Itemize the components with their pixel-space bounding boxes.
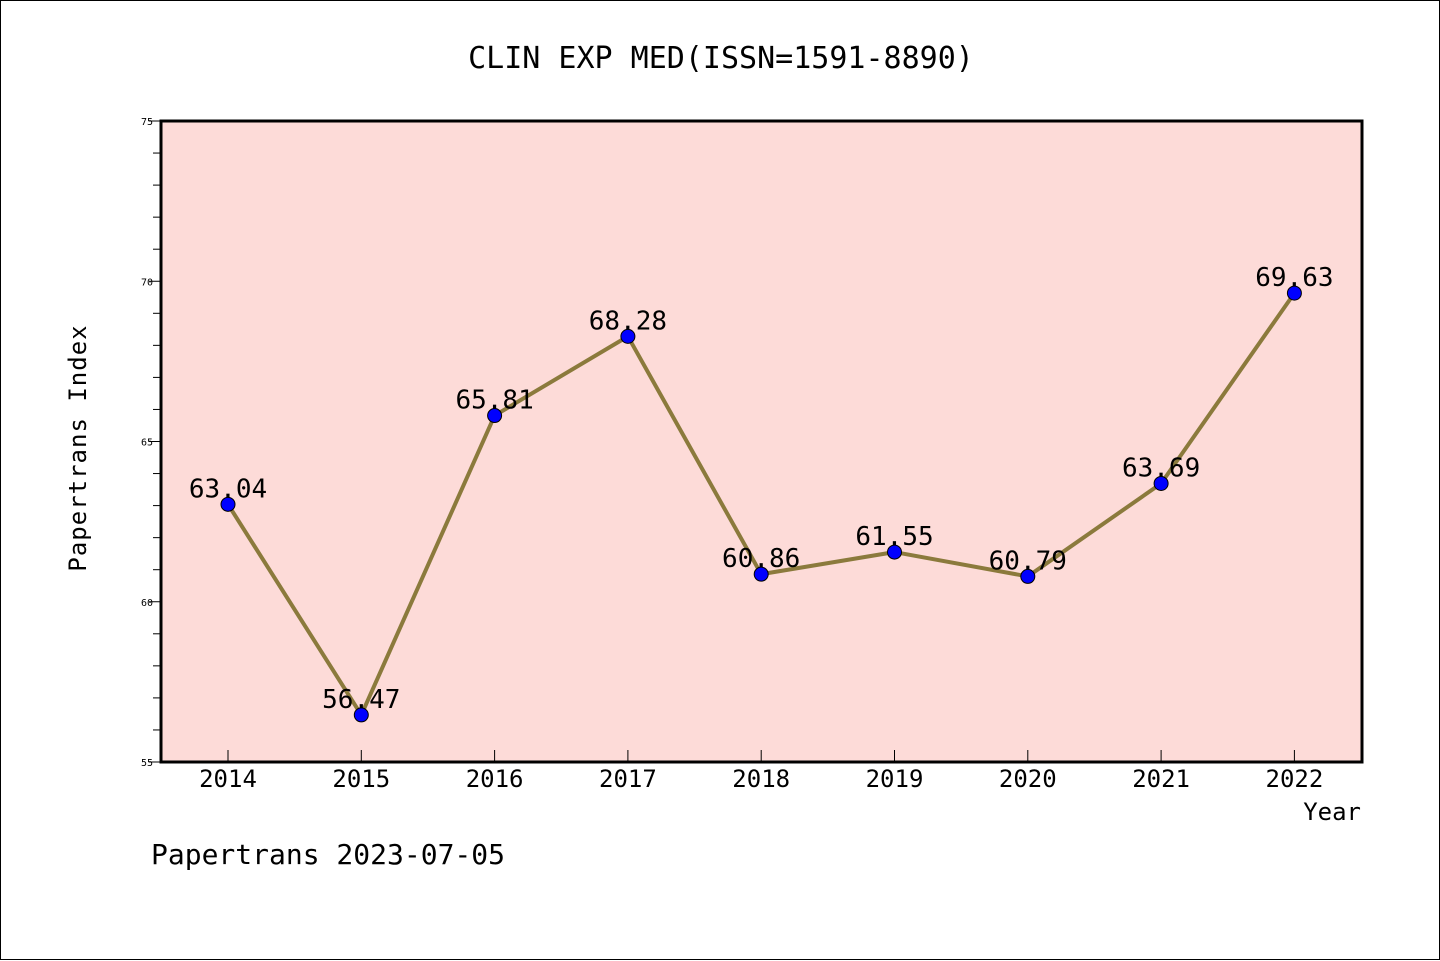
data-point bbox=[620, 328, 636, 344]
x-tick-label: 2021 bbox=[1132, 765, 1190, 793]
data-label: 56.47 bbox=[322, 685, 400, 715]
footer-text: Papertrans 2023-07-05 bbox=[151, 838, 505, 871]
x-tick-label: 2019 bbox=[866, 765, 924, 793]
data-label: 61.55 bbox=[855, 522, 933, 552]
data-label: 65.81 bbox=[455, 386, 533, 416]
x-tick-label: 2016 bbox=[466, 765, 524, 793]
x-axis: 2014 2015 2016 2017 2018 2019 2020 2021 2022 bbox=[199, 750, 1323, 793]
data-label: 69.63 bbox=[1255, 263, 1333, 293]
x-axis-label: Year bbox=[1303, 798, 1361, 826]
y-tick-label: 75 bbox=[141, 117, 153, 128]
data-point bbox=[753, 566, 769, 582]
data-point bbox=[1153, 475, 1169, 491]
data-point bbox=[1020, 568, 1036, 584]
x-tick-label: 2022 bbox=[1266, 765, 1324, 793]
y-axis: 55 60 65 70 75 bbox=[141, 117, 161, 769]
series-line: 63.04 56.47 65.81 68.28 60.86 61.55 60.79 63.69… bbox=[189, 263, 1334, 723]
y-tick-label: 65 bbox=[141, 438, 153, 449]
data-point bbox=[220, 496, 236, 512]
data-point bbox=[887, 544, 902, 560]
data-label: 68.28 bbox=[589, 306, 667, 336]
data-point bbox=[1286, 285, 1302, 301]
x-tick-label: 2020 bbox=[999, 765, 1057, 793]
y-tick-label: 55 bbox=[141, 758, 153, 769]
data-label: 63.04 bbox=[189, 474, 267, 504]
x-tick-label: 2018 bbox=[732, 765, 790, 793]
x-tick-label: 2017 bbox=[599, 765, 657, 793]
x-tick-label: 2014 bbox=[199, 765, 257, 793]
data-point bbox=[487, 408, 503, 424]
y-tick-label: 70 bbox=[141, 277, 153, 288]
x-tick-label: 2015 bbox=[332, 765, 390, 793]
y-axis-label: Papertrans Index bbox=[64, 324, 92, 571]
data-label: 60.79 bbox=[989, 546, 1067, 576]
y-tick-label: 60 bbox=[141, 598, 153, 609]
data-label: 63.69 bbox=[1122, 453, 1200, 483]
data-point bbox=[353, 707, 369, 723]
plot-area bbox=[159, 119, 1364, 764]
data-label: 60.86 bbox=[722, 544, 800, 574]
chart-title: CLIN EXP MED(ISSN=1591-8890) bbox=[468, 41, 974, 76]
